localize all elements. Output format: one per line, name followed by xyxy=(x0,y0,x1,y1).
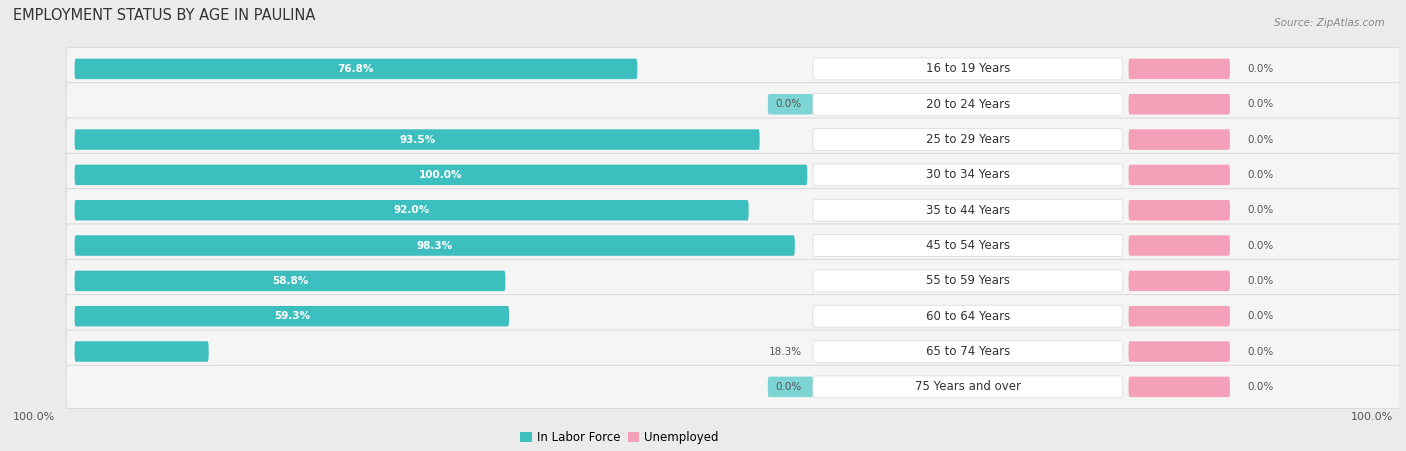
Text: 16 to 19 Years: 16 to 19 Years xyxy=(925,62,1010,75)
FancyBboxPatch shape xyxy=(66,259,1402,303)
Text: 0.0%: 0.0% xyxy=(1247,240,1272,251)
FancyBboxPatch shape xyxy=(1129,235,1230,256)
FancyBboxPatch shape xyxy=(66,365,1402,409)
Text: 0.0%: 0.0% xyxy=(1247,64,1272,74)
FancyBboxPatch shape xyxy=(1129,200,1230,221)
FancyBboxPatch shape xyxy=(768,94,813,115)
FancyBboxPatch shape xyxy=(813,199,1123,221)
FancyBboxPatch shape xyxy=(66,47,1402,91)
Text: 98.3%: 98.3% xyxy=(416,240,453,251)
FancyBboxPatch shape xyxy=(813,164,1123,186)
Text: 55 to 59 Years: 55 to 59 Years xyxy=(927,274,1010,287)
FancyBboxPatch shape xyxy=(1129,306,1230,327)
FancyBboxPatch shape xyxy=(813,93,1123,115)
Text: 0.0%: 0.0% xyxy=(775,99,801,109)
Text: 0.0%: 0.0% xyxy=(1247,134,1272,145)
Text: 18.3%: 18.3% xyxy=(769,346,801,357)
FancyBboxPatch shape xyxy=(813,129,1123,151)
FancyBboxPatch shape xyxy=(813,341,1123,363)
FancyBboxPatch shape xyxy=(66,330,1402,373)
Text: Source: ZipAtlas.com: Source: ZipAtlas.com xyxy=(1274,18,1385,28)
FancyBboxPatch shape xyxy=(66,118,1402,161)
FancyBboxPatch shape xyxy=(75,271,505,291)
Text: 60 to 64 Years: 60 to 64 Years xyxy=(925,310,1010,323)
FancyBboxPatch shape xyxy=(75,306,509,327)
FancyBboxPatch shape xyxy=(66,153,1402,197)
Text: EMPLOYMENT STATUS BY AGE IN PAULINA: EMPLOYMENT STATUS BY AGE IN PAULINA xyxy=(13,8,315,23)
FancyBboxPatch shape xyxy=(66,295,1402,338)
Text: 0.0%: 0.0% xyxy=(775,382,801,392)
Text: 0.0%: 0.0% xyxy=(1247,99,1272,109)
Text: 25 to 29 Years: 25 to 29 Years xyxy=(925,133,1010,146)
Text: 30 to 34 Years: 30 to 34 Years xyxy=(927,168,1010,181)
FancyBboxPatch shape xyxy=(768,377,813,397)
Text: 100.0%: 100.0% xyxy=(419,170,463,180)
Text: 75 Years and over: 75 Years and over xyxy=(915,380,1021,393)
FancyBboxPatch shape xyxy=(1129,377,1230,397)
Text: 0.0%: 0.0% xyxy=(1247,205,1272,215)
Text: 93.5%: 93.5% xyxy=(399,134,436,145)
FancyBboxPatch shape xyxy=(813,235,1123,257)
Legend: In Labor Force, Unemployed: In Labor Force, Unemployed xyxy=(516,426,723,449)
Text: 92.0%: 92.0% xyxy=(394,205,430,215)
FancyBboxPatch shape xyxy=(75,200,748,221)
Text: 100.0%: 100.0% xyxy=(13,412,55,422)
Text: 0.0%: 0.0% xyxy=(1247,170,1272,180)
FancyBboxPatch shape xyxy=(813,58,1123,80)
FancyBboxPatch shape xyxy=(75,165,807,185)
FancyBboxPatch shape xyxy=(75,341,208,362)
FancyBboxPatch shape xyxy=(75,129,759,150)
Text: 100.0%: 100.0% xyxy=(1351,412,1393,422)
FancyBboxPatch shape xyxy=(75,235,794,256)
Text: 0.0%: 0.0% xyxy=(1247,276,1272,286)
FancyBboxPatch shape xyxy=(1129,165,1230,185)
FancyBboxPatch shape xyxy=(813,270,1123,292)
Text: 76.8%: 76.8% xyxy=(337,64,374,74)
FancyBboxPatch shape xyxy=(75,59,637,79)
FancyBboxPatch shape xyxy=(1129,271,1230,291)
Text: 59.3%: 59.3% xyxy=(274,311,309,321)
Text: 35 to 44 Years: 35 to 44 Years xyxy=(925,204,1010,217)
FancyBboxPatch shape xyxy=(1129,94,1230,115)
FancyBboxPatch shape xyxy=(66,224,1402,267)
Text: 0.0%: 0.0% xyxy=(1247,346,1272,357)
FancyBboxPatch shape xyxy=(1129,129,1230,150)
FancyBboxPatch shape xyxy=(1129,59,1230,79)
Text: 45 to 54 Years: 45 to 54 Years xyxy=(925,239,1010,252)
Text: 58.8%: 58.8% xyxy=(271,276,308,286)
Text: 65 to 74 Years: 65 to 74 Years xyxy=(925,345,1010,358)
FancyBboxPatch shape xyxy=(1129,341,1230,362)
FancyBboxPatch shape xyxy=(813,305,1123,327)
FancyBboxPatch shape xyxy=(813,376,1123,398)
Text: 0.0%: 0.0% xyxy=(1247,382,1272,392)
FancyBboxPatch shape xyxy=(66,189,1402,232)
Text: 20 to 24 Years: 20 to 24 Years xyxy=(925,98,1010,111)
Text: 0.0%: 0.0% xyxy=(1247,311,1272,321)
FancyBboxPatch shape xyxy=(66,83,1402,126)
